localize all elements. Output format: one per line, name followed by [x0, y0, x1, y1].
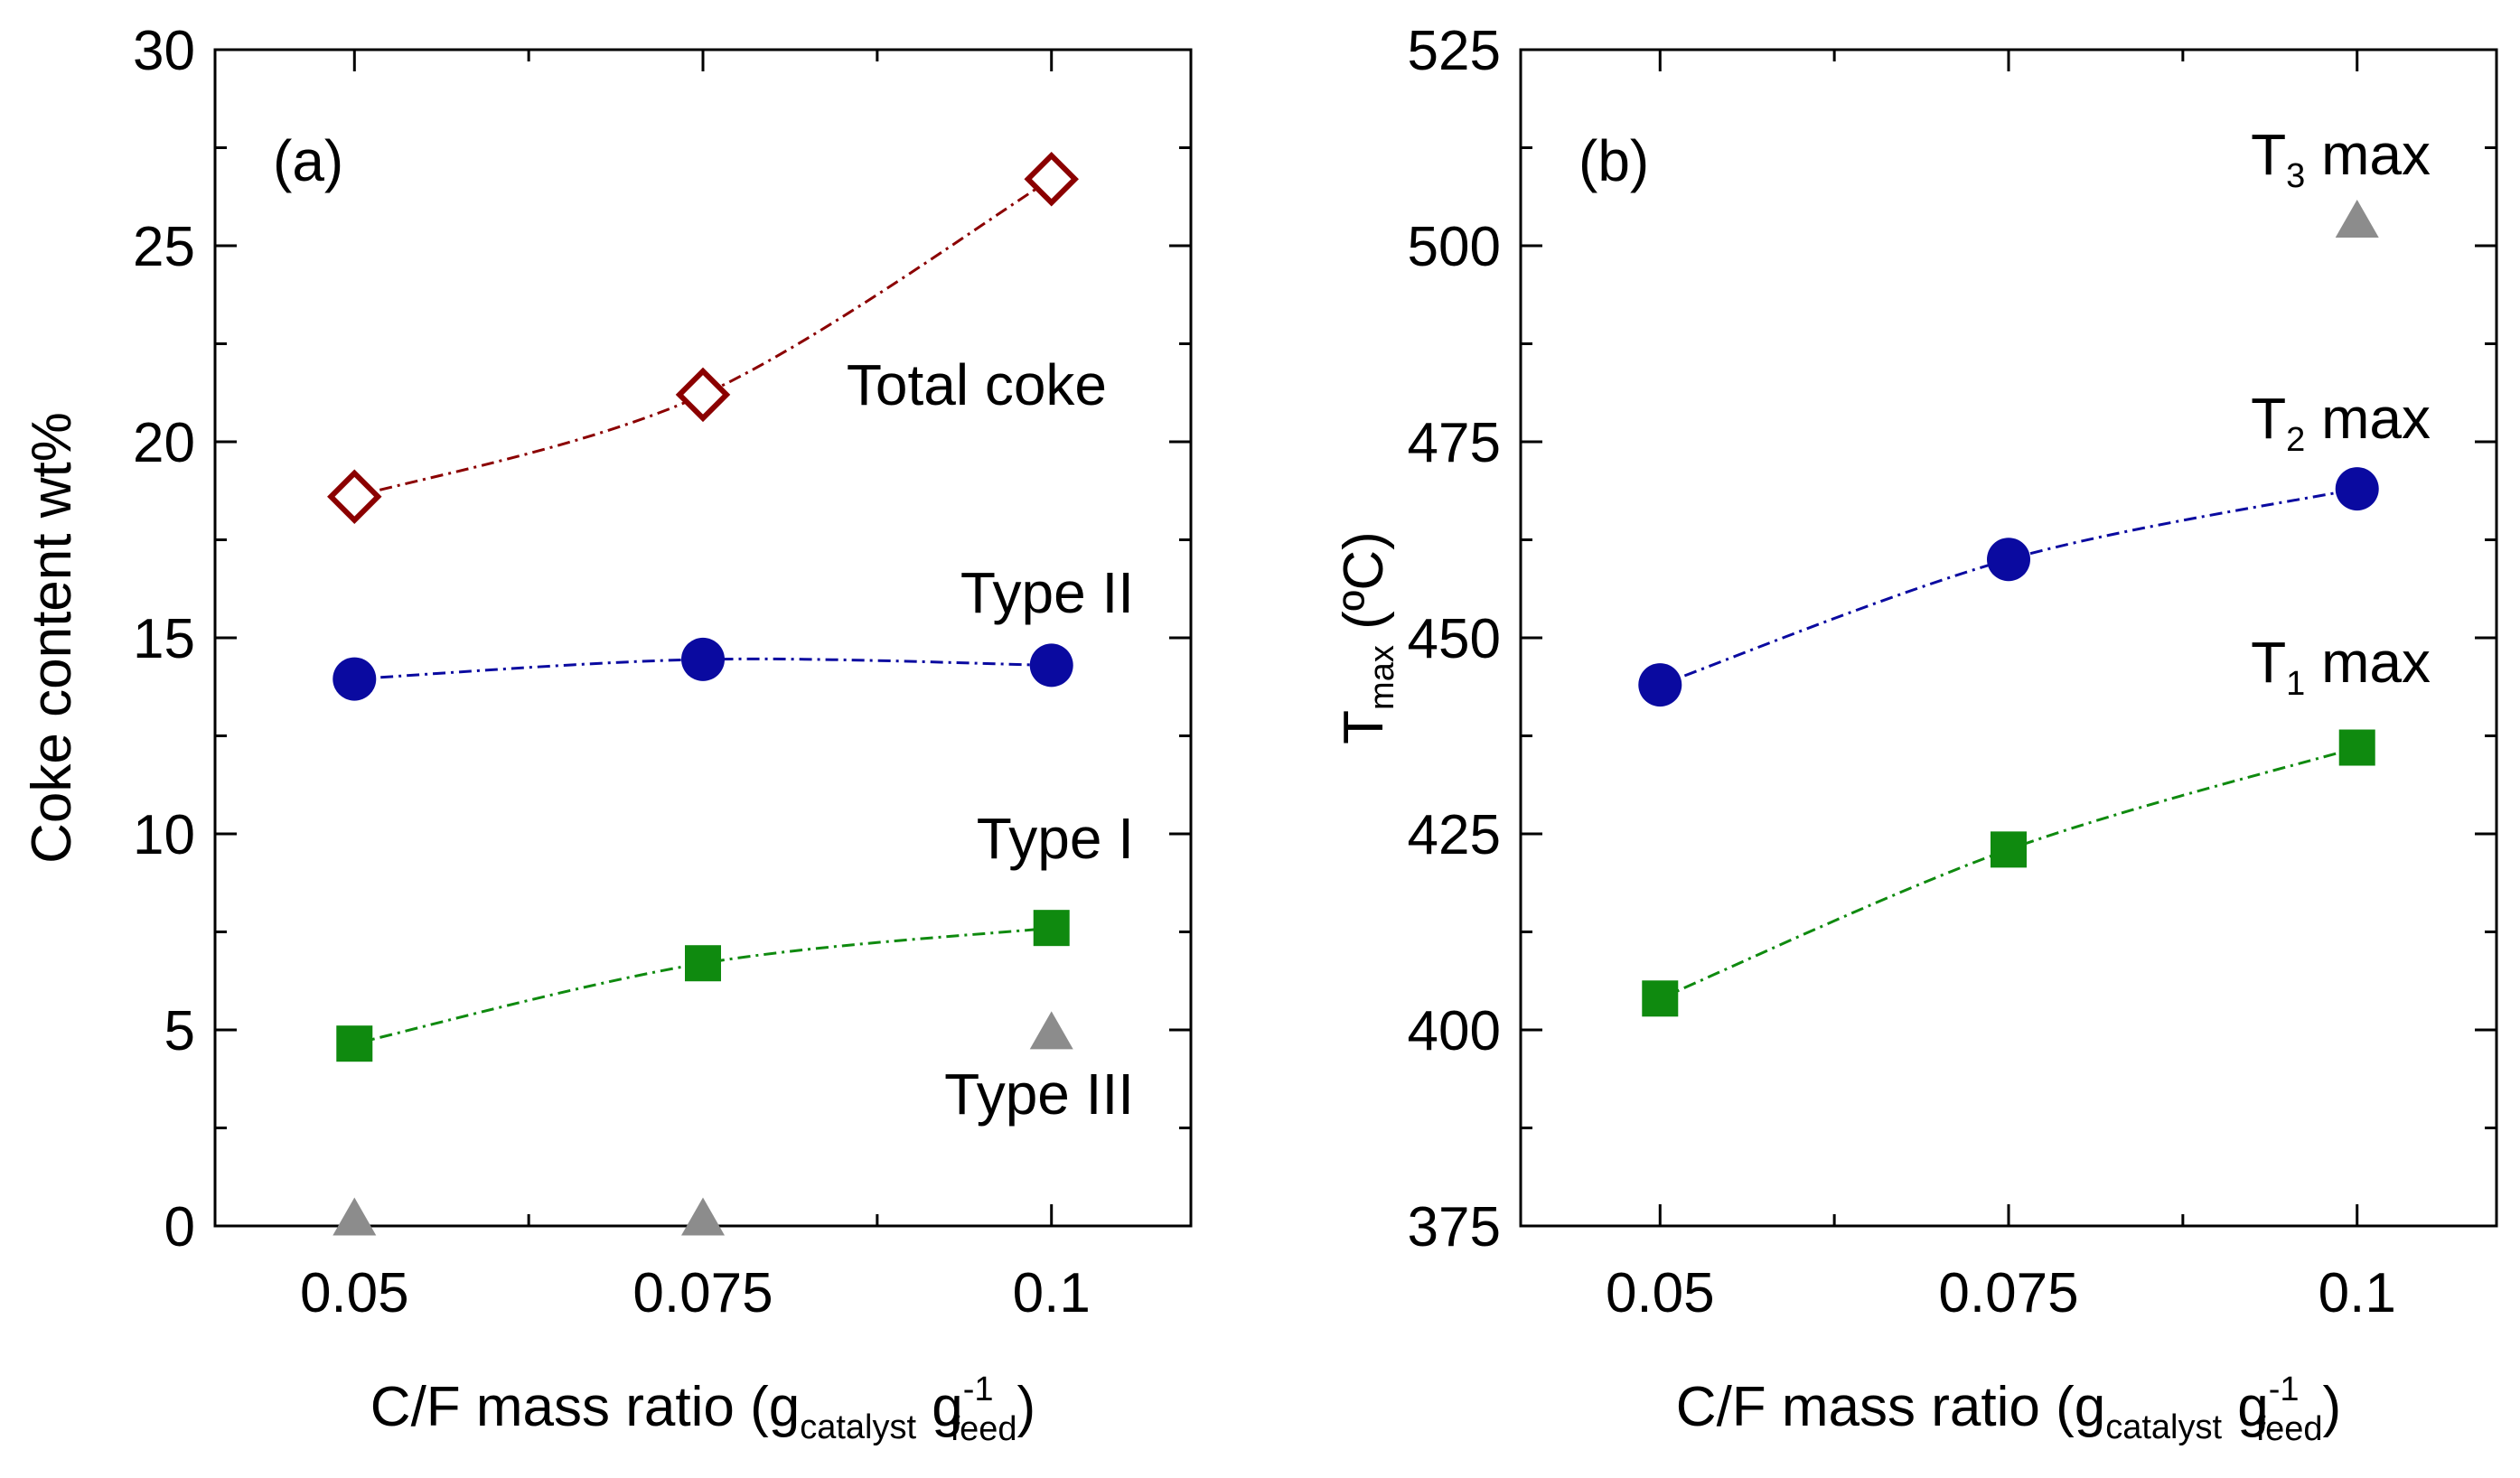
y-axis-title: Coke content wt% — [21, 412, 83, 864]
x-axis-title: C/F mass ratio (gcatalyst g-1 feed) — [370, 1370, 1035, 1448]
data-point — [1987, 538, 2030, 582]
x-axis-title: C/F mass ratio (gcatalyst g-1 feed) — [1676, 1370, 2341, 1448]
series-label: Type III — [944, 1062, 1134, 1127]
x-tick-label: 0.05 — [1606, 1262, 1715, 1324]
y-tick-label: 475 — [1408, 412, 1501, 474]
data-point — [1029, 643, 1073, 688]
panel-label: (a) — [273, 128, 343, 193]
y-tick-label: 25 — [133, 216, 195, 278]
y-tick-label: 10 — [133, 804, 195, 866]
series-total-coke — [327, 151, 1079, 525]
panel-b-tmax: 375 400 425 450 475 500 525 0.05 0.075 0.1 (b) C/F … — [1333, 20, 2498, 1448]
data-point — [1638, 663, 1682, 707]
y-tick-label: 450 — [1408, 608, 1501, 670]
series-t1-max — [1642, 729, 2375, 1017]
data-point — [2335, 467, 2379, 511]
data-point — [333, 657, 377, 701]
series-type-iii — [333, 1011, 1073, 1236]
series-type-i — [336, 910, 1070, 1062]
series-label: T2 max — [2251, 386, 2431, 459]
series-t2-max — [1638, 467, 2379, 707]
y-tick-label: 400 — [1408, 1000, 1501, 1062]
series-label: Type II — [960, 560, 1134, 625]
series-line — [353, 926, 1052, 1045]
x-tick-label: 0.05 — [300, 1262, 409, 1324]
y-tick-label: 0 — [164, 1196, 195, 1258]
data-point — [336, 1025, 373, 1062]
data-point — [1024, 151, 1079, 207]
y-tick-label: 525 — [1408, 20, 1501, 82]
data-point — [685, 945, 721, 982]
data-point — [333, 1197, 377, 1236]
y-tick-label: 15 — [133, 608, 195, 670]
y-tick-label: 5 — [164, 1000, 195, 1062]
data-point — [681, 1197, 725, 1236]
data-point — [2335, 199, 2379, 238]
y-tick-label: 20 — [133, 412, 195, 474]
y-tick-label: 500 — [1408, 216, 1501, 278]
data-point — [1991, 831, 2027, 868]
series-label: T3 max — [2251, 122, 2431, 195]
y-tick-label: 30 — [133, 20, 195, 82]
data-point — [327, 469, 382, 525]
x-tick-label: 0.1 — [2319, 1262, 2396, 1324]
x-tick-label: 0.075 — [1938, 1262, 2078, 1324]
data-point — [675, 367, 731, 423]
series-line — [1659, 746, 2358, 1000]
x-tick-label: 0.1 — [1013, 1262, 1091, 1324]
data-point — [2338, 729, 2375, 766]
x-tick-label: 0.075 — [632, 1262, 773, 1324]
series-label: Total coke — [847, 352, 1107, 417]
data-point — [1033, 910, 1070, 947]
panel-label: (b) — [1579, 128, 1649, 193]
y-tick-label: 425 — [1408, 804, 1501, 866]
series-type-ii — [333, 637, 1073, 701]
data-point — [681, 637, 725, 681]
series-label: T1 max — [2251, 630, 2431, 703]
series-t3-max — [2335, 199, 2379, 238]
y-axis-title: Tmax (ºC) — [1333, 531, 1401, 744]
y-tick-label: 375 — [1408, 1196, 1501, 1258]
panel-a-coke-content: 0 5 10 15 20 25 30 0.05 0.075 0.1 (a) C/F mass rati… — [21, 20, 1193, 1448]
series-label: Type I — [977, 806, 1134, 871]
data-point — [1642, 980, 1679, 1017]
series-line — [353, 177, 1053, 499]
data-point — [1029, 1011, 1073, 1050]
